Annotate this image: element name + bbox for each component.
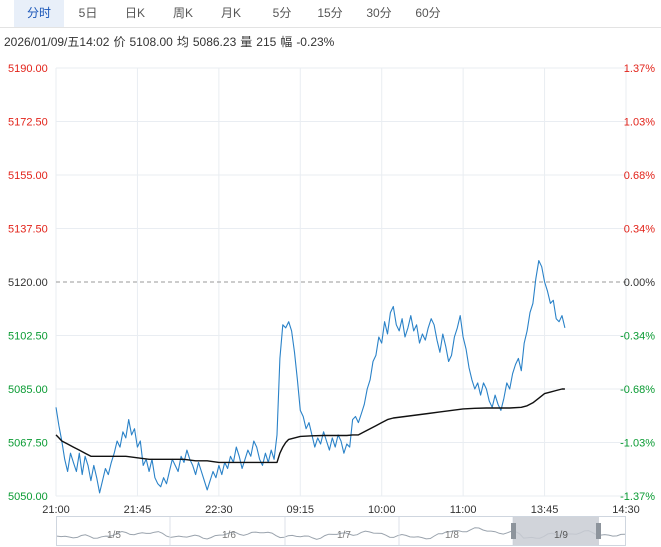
tab-intraday[interactable]: 分时 [14, 0, 64, 27]
price-line [55, 260, 566, 494]
nav-left-handle[interactable] [511, 523, 516, 539]
pct-tick-label: -0.34% [620, 331, 655, 343]
pct-tick-label: 1.37% [624, 63, 655, 75]
pct-tick-label: 0.34% [624, 224, 655, 236]
x-tick-label: 09:15 [287, 504, 315, 516]
info-vol-label: 量 [240, 35, 253, 49]
y-tick-label: 5050.00 [8, 491, 48, 503]
y-tick-label: 5190.00 [8, 63, 48, 75]
y-tick-label: 5085.00 [8, 384, 48, 396]
pct-tick-label: 0.00% [624, 277, 655, 289]
info-chg-label: 幅 [280, 35, 293, 49]
y-tick-label: 5120.00 [8, 277, 48, 289]
nav-date-1: 1/5 [107, 530, 121, 541]
nav-date-2: 1/6 [222, 530, 236, 541]
x-tick-label: 11:00 [450, 504, 477, 516]
x-tick-label: 21:00 [42, 504, 70, 516]
pct-tick-label: 0.68% [624, 170, 655, 182]
x-tick-label: 22:30 [205, 504, 233, 516]
y-tick-label: 5172.50 [8, 117, 48, 129]
intraday-chart[interactable]: 5190.00 1.37% 5172.50 1.03% 5155.00 0.68% 5137… [0, 56, 661, 516]
x-tick-label: 21:45 [124, 504, 152, 516]
info-avg: 5086.23 [192, 35, 237, 49]
nav-date-4: 1/8 [445, 530, 459, 541]
pct-tick-label: 1.03% [624, 117, 655, 129]
period-tab-bar: 分时 5日 日K 周K 月K 5分 15分 30分 60分 [0, 0, 661, 28]
info-datetime: 2026/01/09/五14:02 [4, 35, 110, 49]
tab-60min[interactable]: 60分 [415, 6, 441, 20]
tab-5min[interactable]: 5分 [272, 6, 292, 20]
info-vol: 215 [256, 35, 277, 49]
info-chg: -0.23% [296, 35, 335, 49]
pct-tick-label: -1.03% [620, 438, 655, 450]
tab-monthly-k[interactable]: 月K [220, 6, 241, 20]
nav-date-5: 1/9 [554, 530, 568, 541]
x-tick-label: 13:45 [531, 504, 559, 516]
info-price: 5108.00 [129, 35, 173, 49]
tab-weekly-k[interactable]: 周K [172, 6, 193, 20]
pct-tick-label: -0.68% [620, 384, 655, 396]
quote-info-bar: 2026/01/09/五14:02 价 5108.00 均 5086.23 量 215 幅 -0… [0, 28, 661, 56]
average-line [55, 388, 565, 464]
pct-tick-label: -1.37% [620, 491, 655, 503]
y-tick-label: 5067.50 [8, 438, 48, 450]
tab-daily-k[interactable]: 日K [124, 6, 145, 20]
info-price-label: 价 [113, 35, 126, 49]
x-tick-label: 10:00 [368, 504, 396, 516]
tab-30min[interactable]: 30分 [366, 6, 392, 20]
y-tick-label: 5155.00 [8, 170, 48, 182]
tab-15min[interactable]: 15分 [317, 6, 343, 20]
nav-window[interactable] [513, 517, 599, 545]
time-navigator[interactable]: 1/5 1/6 1/7 1/8 1/9 [56, 516, 626, 546]
info-avg-label: 均 [176, 35, 189, 49]
y-tick-label: 5137.50 [8, 224, 48, 236]
nav-right-handle[interactable] [596, 523, 601, 539]
x-tick-label: 14:30 [612, 504, 640, 516]
tab-5day[interactable]: 5日 [78, 6, 98, 20]
y-tick-label: 5102.50 [8, 331, 48, 343]
nav-date-3: 1/7 [337, 530, 351, 541]
